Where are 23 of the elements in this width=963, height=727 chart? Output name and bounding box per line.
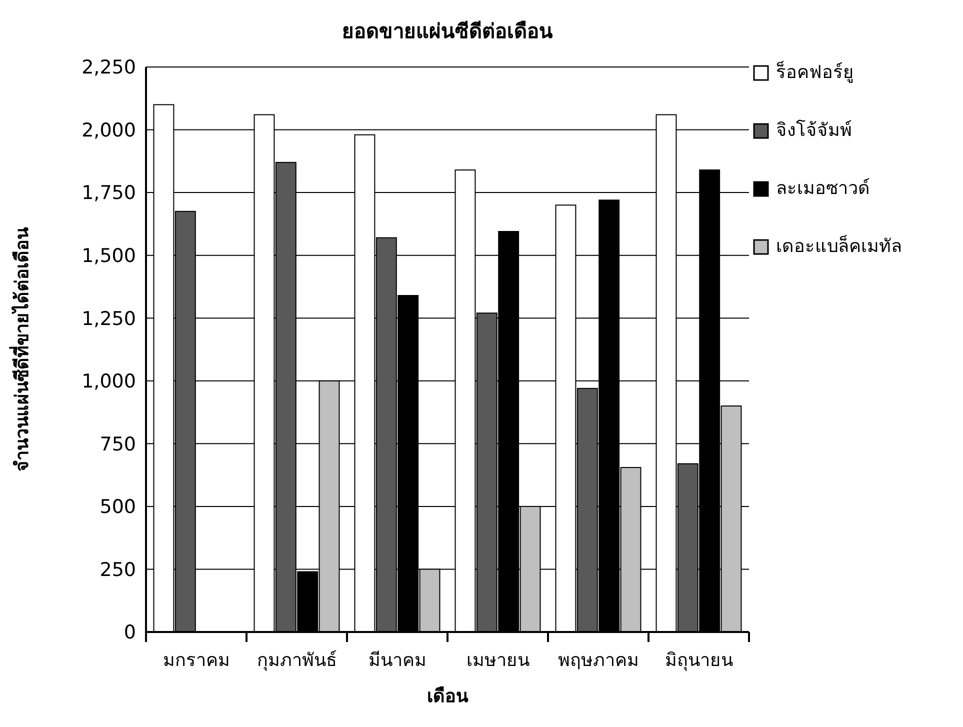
x-tick-label: พฤษภาคม bbox=[558, 650, 639, 671]
y-tick-label: 2,000 bbox=[82, 119, 136, 142]
x-axis-title: เดือน bbox=[427, 686, 469, 707]
legend-label: ร็อคฟอร์ยู bbox=[776, 60, 854, 83]
legend-label: เดอะแบล็คเมทัล bbox=[776, 234, 902, 257]
y-tick-label: 1,500 bbox=[82, 244, 136, 267]
legend-label: จิงโจ้จัมพ์ bbox=[776, 119, 852, 141]
y-tick-label: 250 bbox=[100, 558, 136, 581]
chart-title: ยอดขายแผ่นซีดีต่อเดือน bbox=[342, 19, 553, 43]
legend-label: ละเมอซาวด์ bbox=[776, 178, 870, 199]
y-tick-label: 1,250 bbox=[82, 308, 136, 330]
y-tick-label: 500 bbox=[100, 496, 136, 518]
y-tick-label: 750 bbox=[100, 433, 136, 456]
x-tick-label: เมษายน bbox=[466, 650, 530, 671]
y-tick-label: 2,250 bbox=[82, 56, 136, 79]
y-tick-label: 1,750 bbox=[82, 182, 136, 204]
x-tick-label: มิถุนายน bbox=[664, 650, 733, 671]
x-tick-label: กุมภาพันธ์ bbox=[256, 650, 337, 671]
x-tick-label: มีนาคม bbox=[368, 650, 426, 671]
y-tick-label: 1,000 bbox=[82, 370, 136, 393]
y-tick-label: 0 bbox=[124, 622, 136, 644]
y-axis-title: จำนวนแผ่นซีดีที่ขายได้ต่อเดือน bbox=[9, 226, 33, 472]
x-tick-label: มกราคม bbox=[162, 650, 230, 671]
